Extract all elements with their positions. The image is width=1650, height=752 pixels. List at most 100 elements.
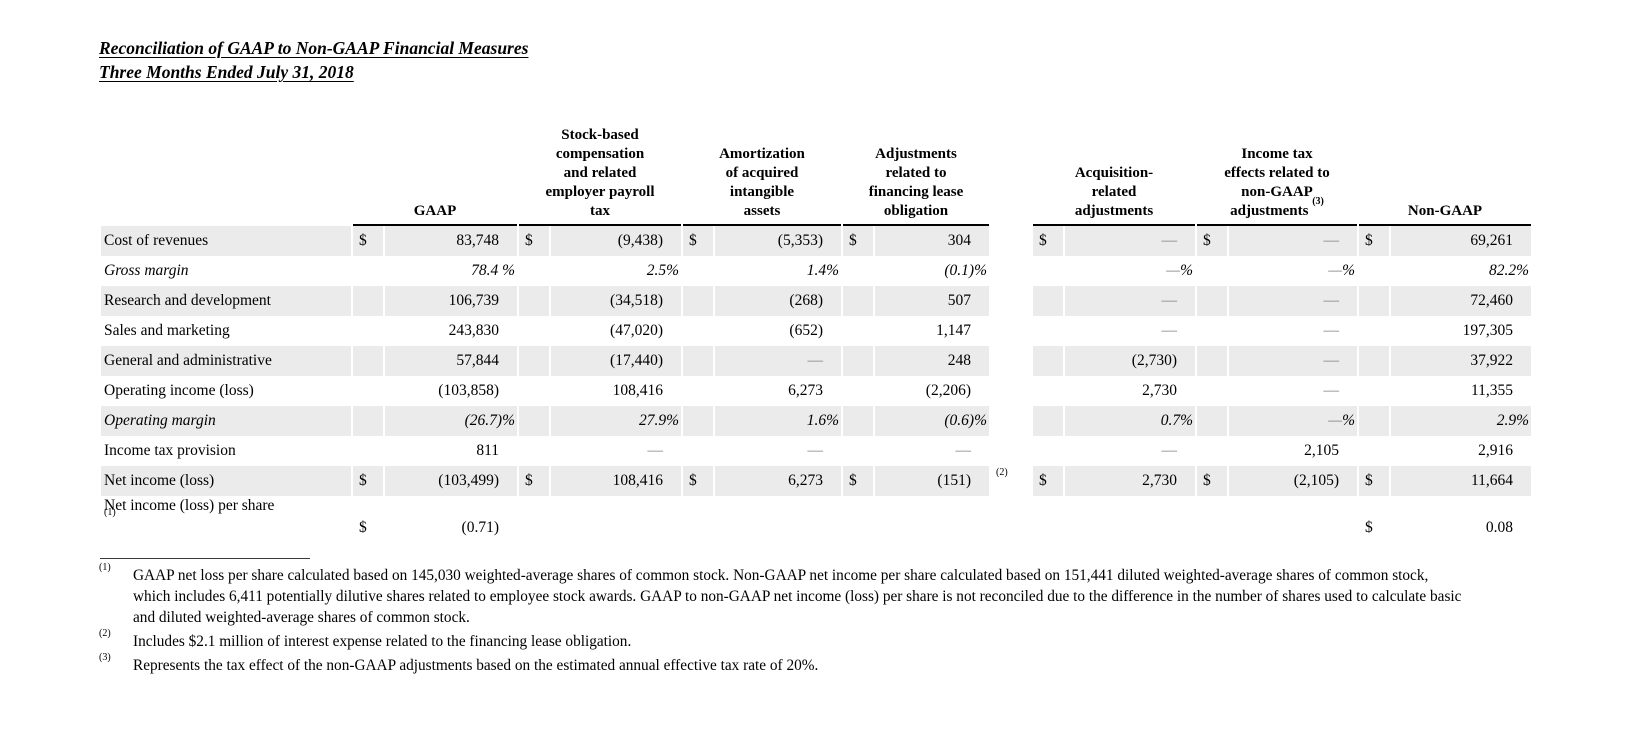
value-cell: (151) [875, 466, 989, 496]
value-cell: — [551, 436, 681, 466]
currency-symbol-cell [1359, 346, 1389, 376]
currency-symbol-cell [519, 256, 549, 286]
value-cell: 2.9% [1391, 406, 1532, 436]
footnote-item: (2) Includes $2.1 million of interest ex… [99, 628, 1535, 652]
currency-symbol-cell [1359, 256, 1389, 286]
currency-symbol-cell [519, 376, 549, 406]
row-label-column-header [101, 106, 351, 226]
currency-symbol-cell [683, 436, 713, 466]
currency-symbol-cell [843, 286, 873, 316]
footnote-item: (3) Represents the tax effect of the non… [99, 652, 1535, 676]
currency-symbol-cell [843, 406, 873, 436]
currency-symbol-cell [1197, 346, 1227, 376]
value-cell: 507 [875, 286, 989, 316]
em-dash: — [1323, 292, 1340, 309]
value-cell: 108,416 [551, 466, 681, 496]
currency-symbol-cell [519, 496, 549, 544]
em-dash: — [807, 442, 824, 459]
value-cell: 1.4% [806, 262, 839, 279]
value-cell [1065, 496, 1195, 544]
row-label: Net income (loss) per share (1) [104, 497, 275, 518]
value-cell: — [715, 436, 841, 466]
reconciliation-table: GAAP Stock-based compensation and relate… [99, 106, 1533, 544]
currency-symbol-cell [1197, 406, 1227, 436]
value-cell: 0.08 [1485, 519, 1514, 536]
currency-symbol-cell [683, 256, 713, 286]
table-row: Operating margin (26.7)% 27.9% 1.6% (0.6)% 0.… [101, 406, 1532, 436]
column-header-non-gaap: Non-GAAP [1359, 106, 1532, 226]
value-cell: 27.9% [551, 406, 681, 436]
value-cell: 248 [875, 346, 989, 376]
value-cell: — [875, 436, 989, 466]
currency-symbol-cell [353, 286, 383, 316]
value-cell: 2,730 [1065, 466, 1195, 496]
currency-symbol-cell [1197, 286, 1227, 316]
currency-symbol-cell: $ [683, 226, 713, 256]
currency-symbol-cell [1197, 376, 1227, 406]
value-cell: 108,416 [612, 382, 663, 399]
currency-symbol-cell [843, 256, 873, 286]
table-row: Cost of revenues $83,748 $ (9,438) $ (5,353) $… [101, 226, 1532, 256]
footnote-ref-cell [991, 376, 1031, 406]
row-label: Research and development [101, 286, 351, 316]
currency-symbol-cell [1197, 256, 1227, 286]
currency-symbol-cell: $ [1365, 519, 1373, 536]
currency-symbol-cell: $ [1359, 226, 1389, 256]
value-cell: 811 [476, 442, 499, 459]
table-row: Income tax provision 811 — — — — 2,105 2,916 [101, 436, 1531, 466]
currency-symbol-cell [353, 346, 383, 376]
row-label: Income tax provision [104, 442, 236, 459]
value-cell: — [1229, 316, 1357, 346]
row-label: Cost of revenues [101, 226, 351, 256]
value-cell: — [1229, 376, 1357, 406]
value-cell: (9,438) [551, 226, 681, 256]
table-header-row: GAAP Stock-based compensation and relate… [101, 106, 1532, 226]
column-header-amortization: Amortization of acquired intangible asse… [683, 106, 841, 226]
value-cell: 11,355 [1470, 382, 1514, 399]
em-dash: — [1166, 262, 1181, 279]
em-dash: — [647, 442, 664, 459]
value-cell: (0.71) [461, 519, 499, 536]
currency-symbol-cell [353, 376, 383, 406]
value-cell: (17,440) [551, 346, 681, 376]
footnote-ref-cell [991, 316, 1031, 346]
currency-symbol-cell [683, 496, 713, 544]
page-subtitle: Three Months Ended July 31, 2018 [99, 62, 354, 82]
currency-symbol-cell: $ [1033, 226, 1063, 256]
currency-symbol-cell: $ [843, 226, 873, 256]
em-dash: — [1323, 352, 1340, 369]
footnote-ref: (2) [996, 466, 1008, 478]
currency-symbol-cell: $ [843, 466, 873, 496]
value-cell: — [1229, 346, 1357, 376]
row-label: Gross margin [104, 262, 189, 279]
currency-symbol-cell: $ [359, 519, 367, 536]
em-dash: — [1328, 262, 1343, 279]
currency-symbol-cell [683, 346, 713, 376]
currency-symbol-cell: $ [353, 466, 383, 496]
em-dash: — [1328, 412, 1343, 429]
value-cell: 72,460 [1391, 286, 1532, 316]
currency-symbol-cell [843, 496, 873, 544]
currency-symbol-cell [1033, 286, 1063, 316]
value-cell: 2,730 [1142, 382, 1177, 399]
currency-symbol-cell [1033, 496, 1063, 544]
currency-symbol-cell [353, 316, 383, 346]
value-cell: —% [1229, 406, 1357, 436]
currency-symbol-cell [1033, 436, 1063, 466]
value-cell: 304 [875, 226, 989, 256]
document-page: Reconciliation of GAAP to Non-GAAP Finan… [99, 36, 1535, 679]
em-dash: — [1323, 232, 1340, 249]
currency-symbol-cell [683, 406, 713, 436]
currency-symbol-cell: $ [519, 226, 549, 256]
value-cell [715, 496, 841, 544]
column-header-income-tax-effects: Income tax effects related to non-GAAP a… [1197, 106, 1357, 226]
currency-symbol-cell [1033, 346, 1063, 376]
footnote-ref-cell [991, 346, 1031, 376]
currency-symbol-cell [353, 406, 383, 436]
currency-symbol-cell [353, 436, 383, 466]
currency-symbol-cell [683, 376, 713, 406]
footnote-ref-cell [991, 256, 1031, 286]
column-header-acquisition-related: Acquisition-related adjustments [1033, 106, 1195, 226]
currency-symbol-cell: $ [1197, 226, 1227, 256]
column-header-financing-lease: Adjustments related to financing lease o… [843, 106, 989, 226]
